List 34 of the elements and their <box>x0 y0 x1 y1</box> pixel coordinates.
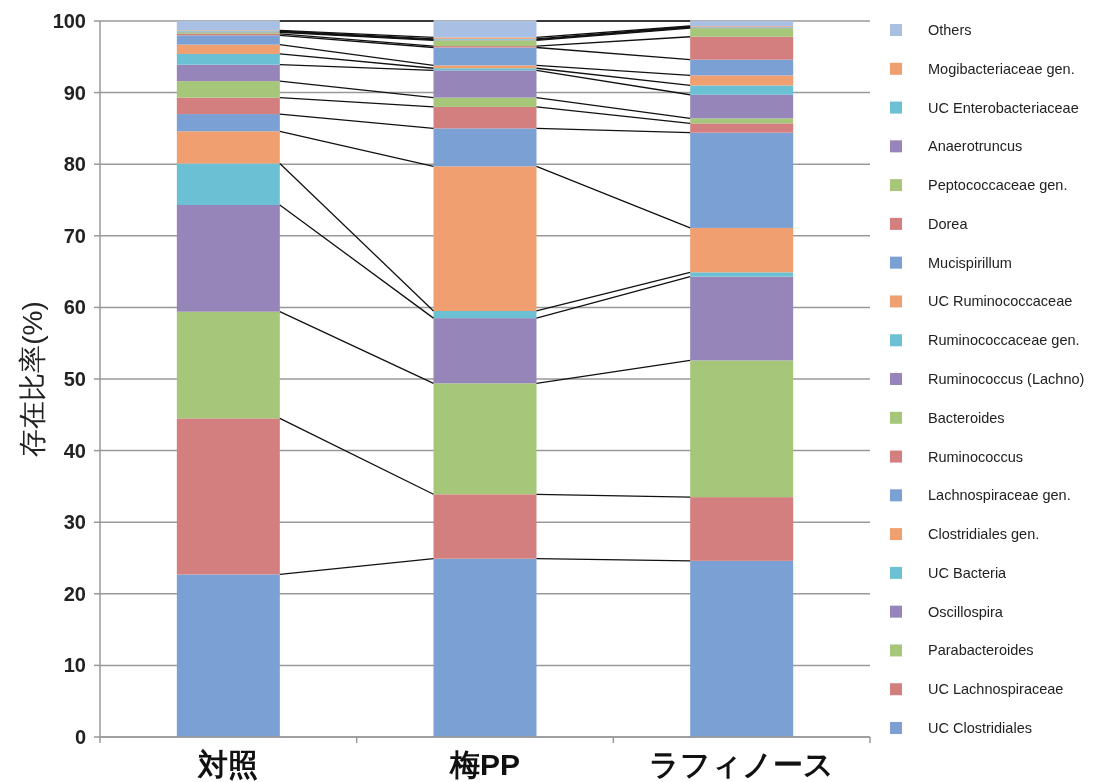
legend-label: Clostridiales gen. <box>928 526 1040 543</box>
y-tick-label: 70 <box>63 224 86 247</box>
y-tick-label: 50 <box>63 368 86 390</box>
y-tick-label: 90 <box>63 81 86 104</box>
legend-label: UC Enterobacteriaceae <box>928 99 1079 116</box>
y-tick-label: 40 <box>63 439 86 462</box>
y-tick-label: 10 <box>63 654 86 677</box>
legend-label: Ruminococcus (Lachno) <box>928 371 1085 387</box>
legend-label: UC Clostridiales <box>928 720 1032 736</box>
legend-label: Dorea <box>928 215 969 232</box>
y-tick-label: 60 <box>63 296 86 319</box>
y-axis-title: 存在比率(%) <box>17 301 48 457</box>
legend-label: Parabacteroides <box>928 642 1034 659</box>
legend-label: UC Bacteria <box>928 564 1008 581</box>
legend-label: Lachnospiraceae gen. <box>928 487 1071 504</box>
legend-label: Anaerotruncus <box>928 138 1023 155</box>
y-tick-label: 0 <box>74 726 86 748</box>
legend-label: UC Lachnospiraceae <box>928 681 1064 698</box>
legend-label: Ruminococcus <box>928 448 1024 465</box>
legend-label: UC Ruminococcaceae <box>928 293 1073 310</box>
x-tick-label: 梅PP <box>448 748 521 781</box>
legend-label: Bacteroides <box>928 409 1005 426</box>
y-tick-label: 80 <box>63 153 86 176</box>
legend-label: Mucispirillum <box>928 254 1012 271</box>
x-tick-label: ラフィノース <box>649 748 835 781</box>
legend-label: Ruminococcaceae gen. <box>928 332 1080 349</box>
y-tick-label: 20 <box>63 582 86 605</box>
y-tick-label: 100 <box>52 10 86 32</box>
legend-label: Mogibacteriaceae gen. <box>928 60 1075 77</box>
y-tick-label: 30 <box>63 511 86 534</box>
legend-label: Oscillospira <box>928 603 1004 620</box>
legend-label: Others <box>928 22 972 38</box>
x-tick-label: 対照 <box>197 748 259 781</box>
legend-label: Peptococcaceae gen. <box>928 177 1068 194</box>
